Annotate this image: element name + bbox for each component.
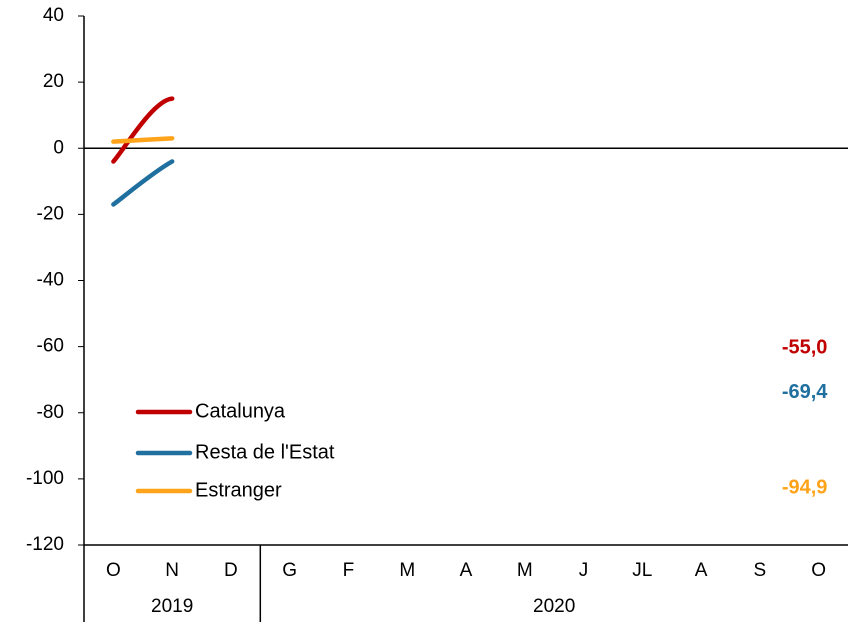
series-line bbox=[111, 96, 175, 164]
legend-label: Catalunya bbox=[195, 400, 286, 422]
x-tick-label: G bbox=[282, 560, 297, 581]
group-label: 2020 bbox=[533, 596, 575, 617]
y-tick-label: -120 bbox=[26, 534, 64, 555]
series-line bbox=[111, 136, 175, 144]
y-tick-label: -20 bbox=[37, 203, 64, 224]
x-tick-label: F bbox=[343, 560, 355, 581]
y-tick-label: 20 bbox=[43, 71, 64, 92]
x-tick-label: M bbox=[517, 560, 533, 581]
x-tick-label: A bbox=[695, 560, 708, 581]
legend-label: Resta de l'Estat bbox=[195, 441, 335, 463]
data-label: -55,0 bbox=[782, 336, 828, 358]
x-tick-label: D bbox=[224, 560, 238, 581]
data-label: -69,4 bbox=[782, 381, 828, 403]
x-tick-label: A bbox=[460, 560, 473, 581]
series-line bbox=[111, 159, 175, 207]
y-tick-label: 40 bbox=[43, 5, 64, 26]
y-tick-label: -40 bbox=[37, 270, 64, 291]
y-tick-label: -80 bbox=[37, 402, 64, 423]
x-tick-label: O bbox=[106, 560, 121, 581]
y-tick-label: -100 bbox=[26, 468, 64, 489]
x-tick-label: S bbox=[754, 560, 767, 581]
y-tick-label: -60 bbox=[37, 336, 64, 357]
group-label: 2019 bbox=[151, 596, 193, 617]
x-tick-label: J bbox=[579, 560, 589, 581]
legend-label: Estranger bbox=[195, 479, 282, 501]
x-tick-label: JL bbox=[632, 560, 652, 581]
data-label: -94,9 bbox=[782, 476, 828, 498]
y-tick-label: 0 bbox=[53, 137, 64, 158]
x-tick-label: N bbox=[165, 560, 179, 581]
x-tick-label: M bbox=[399, 560, 415, 581]
x-tick-label: O bbox=[811, 560, 826, 581]
